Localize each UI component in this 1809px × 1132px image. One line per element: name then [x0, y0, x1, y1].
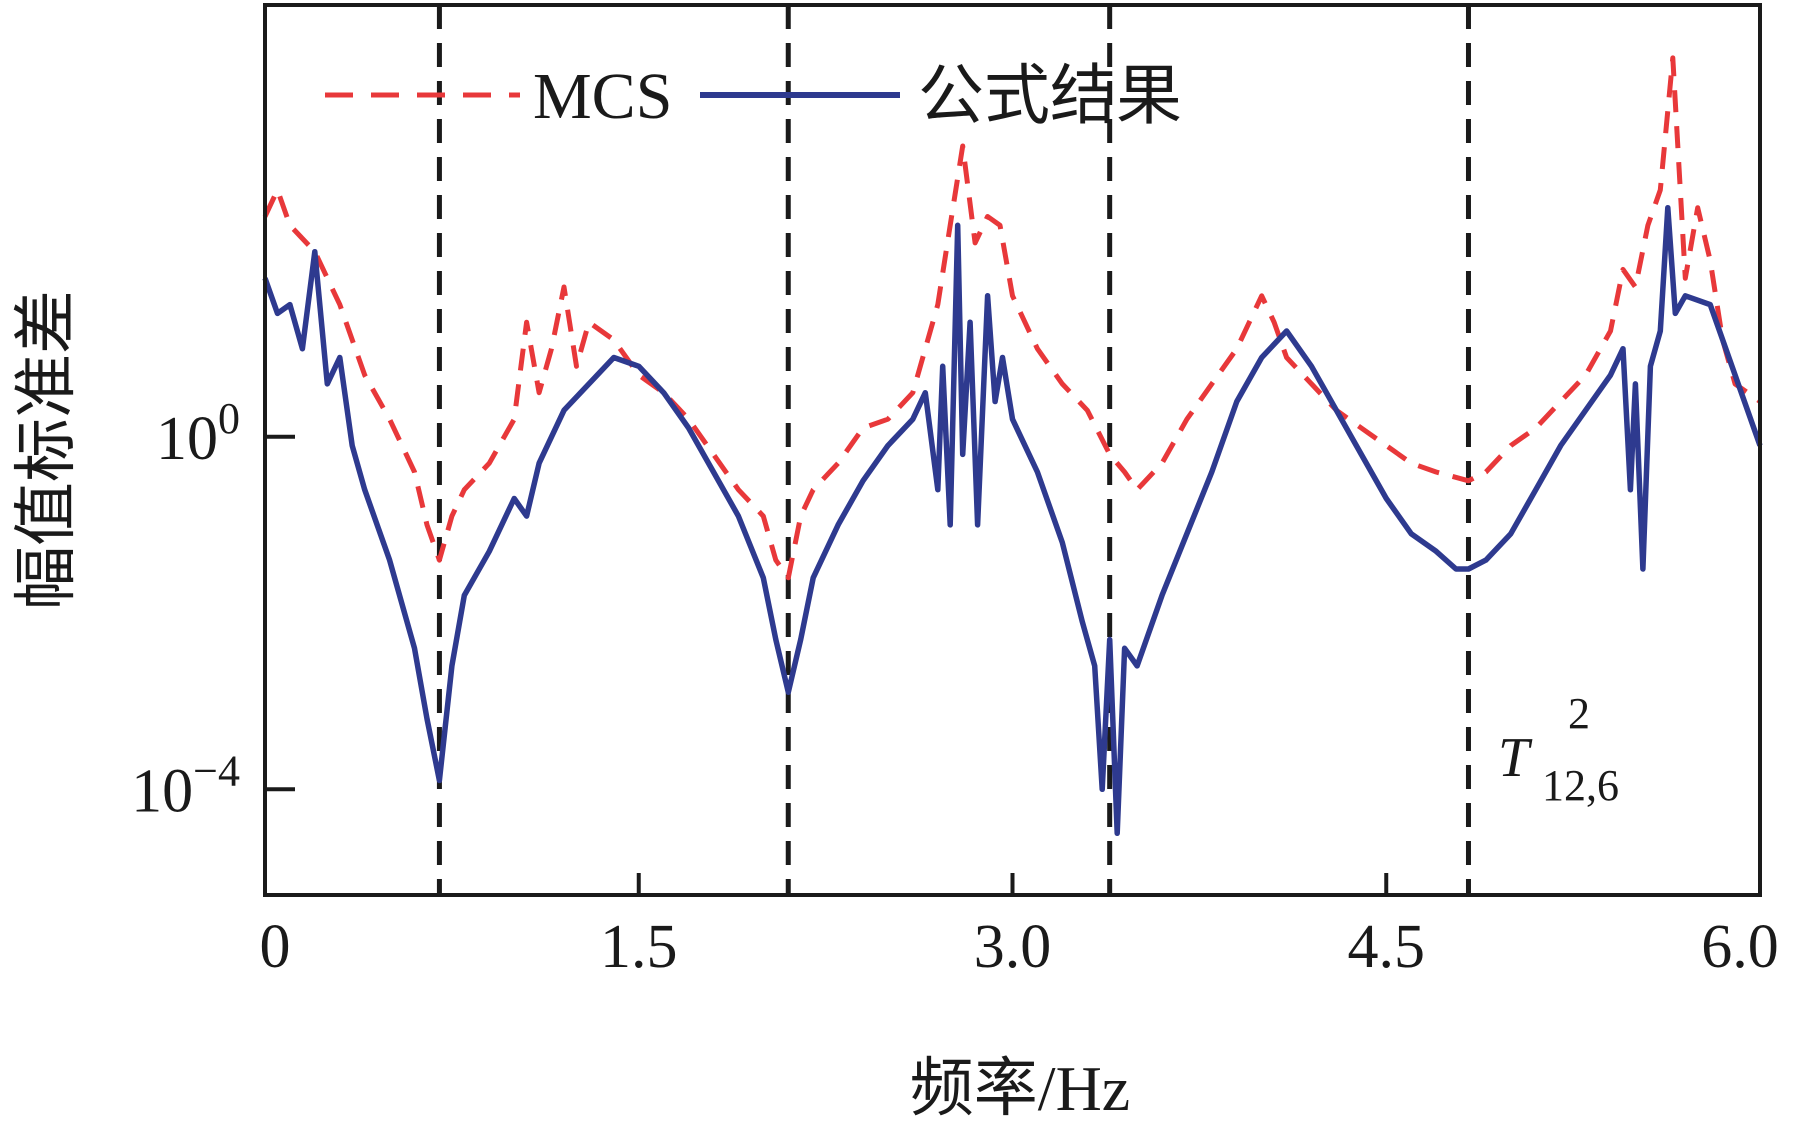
x-tick-label-1: 1.5 [600, 913, 678, 981]
annotation-superscript: 2 [1568, 689, 1590, 738]
reference-lines [436, 5, 1471, 895]
y-tick-label-0: 100 [156, 394, 240, 473]
y-axis-title: 幅值标准差 [11, 290, 82, 610]
axis-ticks: 0 1.5 3.0 4.5 6.0 100 10−4 [131, 394, 1779, 981]
series-line-0 [262, 55, 1762, 581]
annotation-subscript: 12,6 [1542, 761, 1619, 810]
x-tick-label-0: 0 [260, 913, 291, 981]
plot-frame [263, 3, 1762, 897]
x-tick-label-4: 6.0 [1701, 913, 1779, 981]
series-line-1 [262, 204, 1763, 837]
x-tick-label-2: 3.0 [974, 913, 1052, 981]
annotation-label: T 2 12,6 [1498, 689, 1619, 810]
x-tick-label-3: 4.5 [1348, 913, 1426, 981]
legend-formula-label: 公式结果 [918, 60, 1182, 133]
x-axis-title: 频率/Hz [910, 1053, 1130, 1124]
y-tick-label-1: 10−4 [131, 746, 240, 825]
series-lines [262, 55, 1763, 837]
annotation-main: T [1498, 727, 1533, 789]
legend: MCS 公式结果 [325, 60, 1182, 133]
legend-mcs-label: MCS [533, 60, 672, 133]
